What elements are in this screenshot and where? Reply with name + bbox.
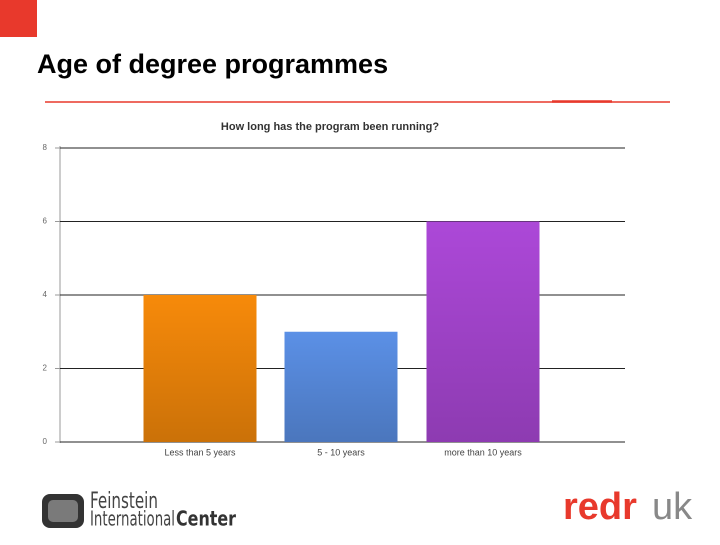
x-tick-label: more than 10 years	[444, 447, 522, 457]
logo-text: Center	[176, 507, 236, 531]
logo-text: uk	[652, 486, 693, 528]
bar-shade	[426, 221, 540, 442]
y-tick-label: 2	[43, 364, 48, 373]
x-tick-label: 5 - 10 years	[317, 447, 365, 457]
logo-text: Feinstein	[90, 489, 158, 514]
bar-shade	[284, 331, 398, 442]
slide-title: Age of degree programmes	[37, 49, 388, 79]
corner-mark	[0, 0, 37, 37]
y-tick-label: 4	[43, 290, 48, 299]
logo-icon-inner	[48, 500, 78, 522]
logo-text: redr	[563, 486, 637, 528]
x-tick-label: Less than 5 years	[164, 447, 236, 457]
chart-title: How long has the program been running?	[221, 121, 439, 133]
logo-icon	[42, 494, 84, 528]
redr-logo: redr uk	[563, 486, 693, 528]
y-tick-label: 8	[43, 143, 48, 152]
y-tick-label: 6	[43, 217, 48, 226]
logo-text: International	[90, 507, 175, 531]
feinstein-logo: Feinstein International Center	[42, 489, 236, 531]
bar-shade	[143, 295, 257, 442]
y-tick-label: 0	[43, 437, 48, 446]
